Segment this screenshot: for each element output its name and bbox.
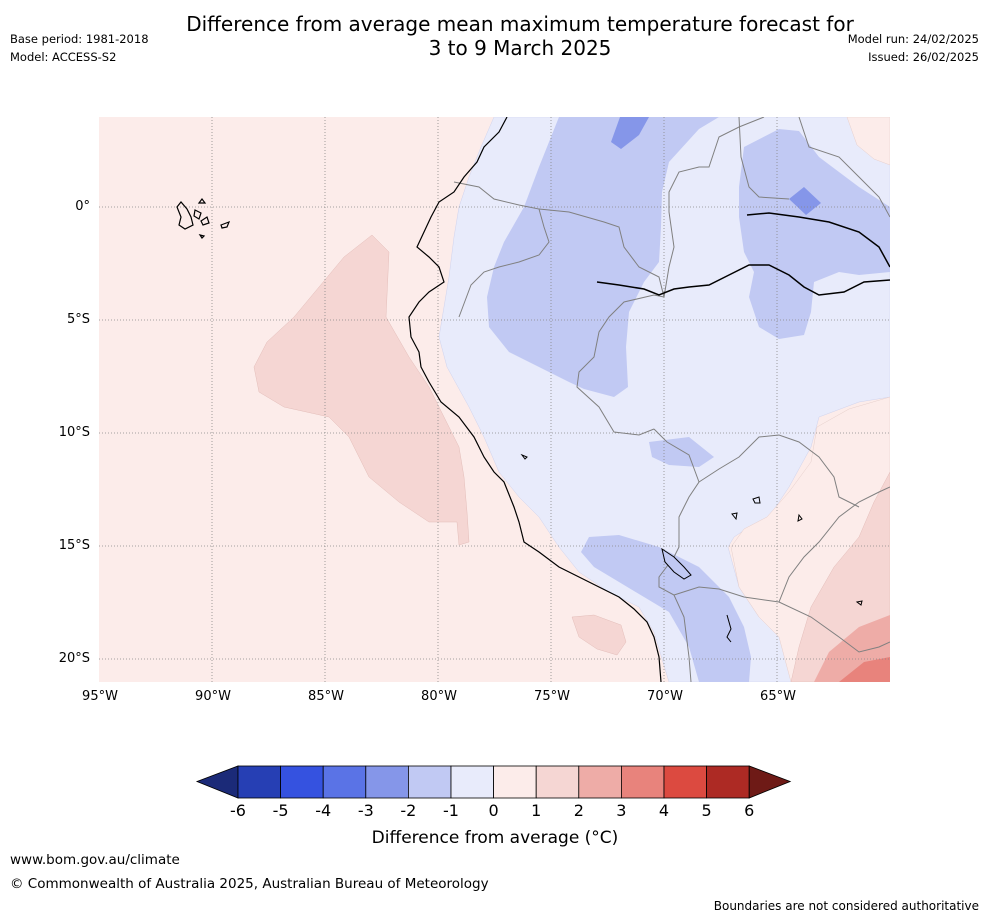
legend-tick-label: -5 (272, 801, 289, 820)
boundary-disclaimer: Boundaries are not considered authoritat… (713, 899, 979, 913)
map-title: Difference from average mean maximum tem… (150, 12, 890, 60)
lat-label-10s: 10°S (58, 425, 90, 440)
model-name-text: Model: ACCESS-S2 (10, 50, 117, 64)
copyright-text: © Commonwealth of Australia 2025, Austra… (10, 876, 489, 892)
lon-label-85w: 85°W (308, 689, 344, 704)
cool-1-2-south-area (581, 535, 751, 682)
forecast-map (99, 116, 891, 683)
map-canvas (99, 116, 891, 683)
warm-anomaly-northeast (846, 116, 891, 166)
legend-tick-label: 5 (701, 801, 712, 820)
legend-tick-label: 2 (573, 801, 584, 820)
legend-tick-label: -1 (443, 801, 459, 820)
legend-colorbar (195, 765, 792, 799)
legend-tick-label: 0 (488, 801, 499, 820)
cool-2-3-patch-north (611, 117, 649, 149)
legend-swatch (322, 765, 367, 799)
legend-label: Difference from average (°C) (371, 828, 619, 848)
legend-swatch (493, 765, 537, 799)
lon-label-90w: 90°W (195, 689, 231, 704)
legend-swatch (535, 765, 580, 799)
lon-label-75w: 75°W (534, 689, 570, 704)
amazon-river (596, 264, 891, 296)
negro-river (746, 212, 891, 268)
cool-1-2-east-area (739, 129, 890, 339)
legend-swatch (706, 765, 750, 799)
legend-swatch (450, 765, 494, 799)
title-line-2: 3 to 9 March 2025 (428, 36, 612, 60)
galapagos-islands (176, 198, 231, 239)
inland-lakes (520, 453, 863, 606)
base-period-text: Base period: 1981-2018 (10, 32, 149, 46)
legend-swatch (620, 765, 665, 799)
legend-tick-label: 4 (658, 801, 670, 820)
legend-swatch (365, 765, 409, 799)
legend-arrow-high (748, 765, 792, 799)
legend-tick-label: -4 (315, 801, 332, 820)
lake-poopo (726, 614, 732, 643)
lake-titicaca (661, 547, 692, 580)
title-line-1: Difference from average mean maximum tem… (186, 12, 854, 36)
cool-2-3-patch-east (789, 187, 821, 215)
legend-tick-label: 1 (531, 801, 542, 820)
warm-anomaly-south-ocean (571, 614, 627, 656)
model-run-text: Model run: 24/02/2025 (847, 32, 979, 46)
south-america-coastline (408, 116, 662, 683)
legend-swatch (663, 765, 707, 799)
cool-1-2-north-area (487, 117, 719, 397)
lat-label-5s: 5°S (66, 312, 90, 327)
website-link[interactable]: www.bom.gov.au/climate (10, 852, 180, 868)
legend-tick-label: 3 (616, 801, 627, 820)
legend-tick-label: -2 (400, 801, 417, 820)
warm-anomaly-offshore (253, 234, 470, 546)
legend-tick-label: -6 (230, 801, 246, 820)
warm-3-4-southeast-area (839, 657, 890, 682)
lat-label-15s: 15°S (58, 538, 90, 553)
legend-swatch (237, 765, 281, 799)
legend-tick-label: -3 (357, 801, 374, 820)
legend-tick-label: 6 (744, 801, 755, 820)
lat-label-20s: 20°S (58, 651, 90, 666)
lon-label-80w: 80°W (421, 689, 457, 704)
legend-arrow-low (195, 765, 239, 799)
lon-label-70w: 70°W (647, 689, 683, 704)
lon-label-65w: 65°W (760, 689, 796, 704)
issued-date-text: Issued: 26/02/2025 (868, 50, 979, 64)
country-boundaries (453, 116, 891, 683)
lat-label-0: 0° (75, 199, 90, 214)
cool-1-2-central-area (649, 437, 714, 467)
legend-swatch (280, 765, 324, 799)
lon-label-95w: 95°W (82, 689, 118, 704)
legend-swatch (578, 765, 622, 799)
legend-swatch (407, 765, 452, 799)
map-gridlines (99, 117, 890, 682)
